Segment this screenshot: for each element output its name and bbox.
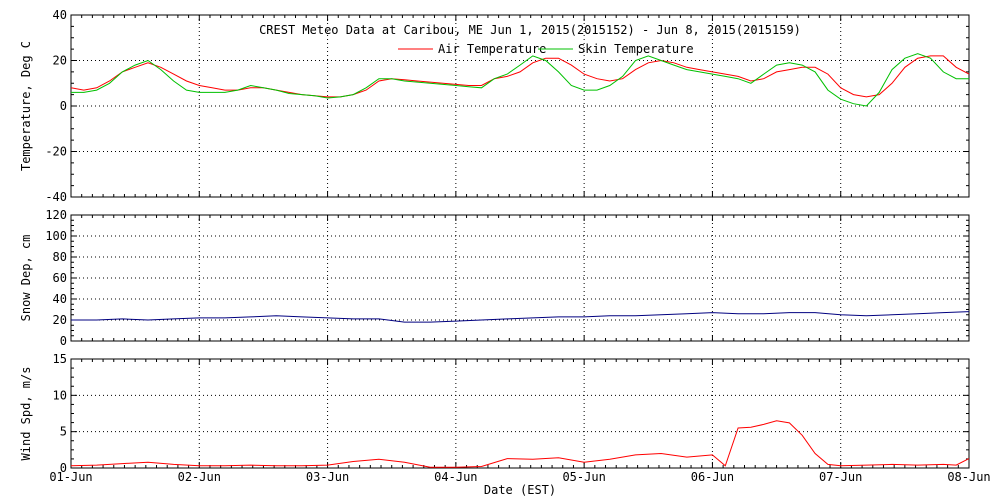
x-tick-label: 04-Jun xyxy=(434,470,477,484)
y-axis-label-temp: Temperature, Deg C xyxy=(19,41,33,171)
y-tick-label: 60 xyxy=(53,271,67,285)
legend: Air Temperature Skin Temperature xyxy=(398,42,694,56)
panel-snow: 0 20 40 60 80 100 120 Snow Dep, cm xyxy=(19,208,970,348)
y-axis-label-snow: Snow Dep, cm xyxy=(19,235,33,322)
x-tick-label: 08-Jun xyxy=(947,470,990,484)
plot-frame-wind xyxy=(70,358,970,469)
x-tick-label: 07-Jun xyxy=(819,470,862,484)
chart-title: CREST Meteo Data at Caribou, ME Jun 1, 2… xyxy=(259,23,801,37)
panel-wind: 0 5 10 15 Wind Spd, m/s xyxy=(19,352,970,475)
y-tick-label: 120 xyxy=(45,208,67,222)
series-line-snow-0 xyxy=(71,311,970,323)
y-tick-label: 40 xyxy=(53,8,67,22)
y-tick-label: 0 xyxy=(60,99,67,113)
y-tick-label: 20 xyxy=(53,313,67,327)
legend-label-skin: Skin Temperature xyxy=(578,42,694,56)
y-tick-label: 0 xyxy=(60,461,67,475)
x-tick-label: 01-Jun xyxy=(49,470,92,484)
y-tick-label: 5 xyxy=(60,425,67,439)
x-tick-label: 02-Jun xyxy=(178,470,221,484)
series-line-temp-1 xyxy=(71,53,969,107)
x-tick-label: 06-Jun xyxy=(691,470,734,484)
x-tick-label: 03-Jun xyxy=(306,470,349,484)
series-line-wind-0 xyxy=(70,420,970,468)
y-tick-label: 0 xyxy=(60,334,67,348)
panel-temp: -40 -20 0 20 40 Temperature, Deg C xyxy=(19,8,970,204)
y-tick-label: 80 xyxy=(53,250,67,264)
legend-label-air: Air Temperature xyxy=(438,42,546,56)
x-axis-label: Date (EST) xyxy=(484,483,556,497)
y-tick-label: 10 xyxy=(53,388,67,402)
y-tick-label: -20 xyxy=(45,145,67,159)
x-tick-label: 05-Jun xyxy=(562,470,605,484)
y-tick-label: 40 xyxy=(53,292,67,306)
series-line-temp-0 xyxy=(70,55,970,98)
y-tick-label: 20 xyxy=(53,54,67,68)
y-tick-label: -40 xyxy=(45,190,67,204)
y-tick-label: 15 xyxy=(53,352,67,366)
y-axis-label-wind: Wind Spd, m/s xyxy=(19,367,33,461)
panels: -40 -20 0 20 40 Temperature, Deg C 0 20 40 60 80 10… xyxy=(19,8,991,484)
y-tick-label: 100 xyxy=(45,229,67,243)
